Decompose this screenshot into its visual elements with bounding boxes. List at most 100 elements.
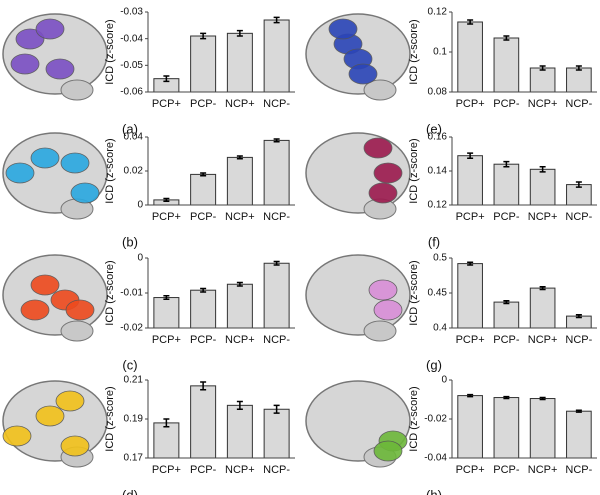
bar: [457, 21, 483, 93]
bar: [566, 67, 592, 93]
bar: [529, 398, 556, 459]
y-tick-label: -0.04: [120, 33, 143, 44]
y-tick-label: 0.21: [124, 375, 144, 386]
brain-region: [368, 182, 398, 204]
panel-label: (f): [428, 234, 440, 249]
x-tick-label: NCP+: [528, 464, 558, 476]
bar: [457, 395, 483, 459]
bar: [263, 408, 290, 459]
error-bar: [575, 313, 582, 319]
x-tick-label: NCP-: [565, 98, 592, 110]
error-bar: [273, 138, 280, 143]
y-axis-label: ICD (z-score): [408, 19, 420, 84]
brain-region: [20, 299, 50, 321]
bar: [226, 404, 253, 459]
error-bar: [273, 260, 280, 266]
error-bar: [575, 65, 582, 71]
error-bar: [539, 285, 546, 291]
bar: [153, 297, 180, 329]
y-tick-label: 0: [137, 200, 143, 211]
brain-region: [45, 58, 75, 80]
x-tick-label: NCP-: [263, 334, 290, 346]
error-bar: [236, 155, 243, 160]
brain-stem: [363, 79, 397, 101]
brain-region: [15, 28, 45, 50]
error-bar: [575, 181, 582, 188]
panel-label: (a): [122, 121, 138, 136]
brain-region: [5, 162, 35, 184]
x-tick-label: PCP+: [152, 464, 181, 476]
x-tick-label: NCP-: [565, 211, 592, 223]
x-tick-label: NCP+: [225, 464, 255, 476]
error-bar: [575, 409, 582, 413]
bar: [493, 301, 520, 329]
x-tick-label: PCP-: [493, 211, 520, 223]
brain-region: [348, 63, 378, 85]
x-tick-label: PCP-: [493, 98, 520, 110]
y-axis-label: ICD (z-score): [104, 19, 116, 84]
error-bar: [200, 381, 207, 391]
error-bar: [200, 287, 207, 293]
brain-region: [373, 299, 403, 321]
x-tick-label: NCP-: [565, 334, 592, 346]
bar: [226, 283, 253, 329]
panel-label: (d): [122, 487, 138, 495]
error-bar: [163, 75, 170, 83]
error-bar: [467, 152, 474, 159]
y-tick-label: 0.12: [428, 7, 448, 18]
y-axis-label: ICD (z-score): [408, 260, 420, 325]
panel-label: (b): [122, 234, 138, 249]
bar: [190, 385, 217, 459]
bar: [457, 155, 483, 206]
x-tick-label: PCP+: [152, 334, 181, 346]
error-bar: [273, 16, 280, 24]
bar: [529, 287, 556, 329]
brain-region: [373, 162, 403, 184]
x-tick-label: PCP-: [190, 464, 217, 476]
error-bar: [539, 166, 546, 173]
error-bar: [539, 396, 546, 401]
brain-region: [368, 279, 398, 301]
bar: [263, 139, 290, 206]
bar: [529, 168, 556, 206]
x-tick-label: PCP+: [152, 211, 181, 223]
x-tick-label: PCP+: [456, 98, 485, 110]
bar: [493, 163, 520, 206]
y-axis-label: ICD (z-score): [408, 386, 420, 451]
x-tick-label: NCP-: [263, 464, 290, 476]
panel-label: (h): [426, 487, 442, 495]
y-tick-label: 0.17: [124, 453, 144, 464]
brain-region: [2, 425, 32, 447]
error-bar: [200, 172, 207, 177]
bar: [226, 156, 253, 206]
y-tick-label: -0.06: [120, 87, 143, 98]
y-tick-label: 0.45: [428, 288, 448, 299]
y-tick-label: 0.04: [124, 132, 144, 143]
bar: [263, 19, 290, 93]
error-bar: [467, 19, 474, 25]
y-tick-label: 0: [441, 375, 447, 386]
x-tick-label: NCP-: [263, 211, 290, 223]
bar: [190, 173, 217, 206]
x-tick-label: PCP+: [456, 464, 485, 476]
brain-region: [373, 440, 403, 462]
y-tick-label: 0.02: [124, 166, 144, 177]
x-tick-label: PCP-: [190, 334, 217, 346]
brain-region: [55, 390, 85, 412]
error-bar: [467, 261, 474, 266]
y-tick-label: -0.04: [424, 453, 447, 464]
y-tick-label: 0.12: [428, 200, 448, 211]
y-tick-label: 0.14: [428, 166, 448, 177]
error-bar: [503, 35, 510, 41]
bar: [226, 32, 253, 93]
bar: [493, 37, 520, 93]
y-tick-label: -0.03: [120, 7, 143, 18]
y-tick-label: -0.01: [120, 288, 143, 299]
y-axis-label: ICD (z-score): [104, 386, 116, 451]
y-tick-label: 0.5: [433, 253, 447, 264]
brain-region: [30, 274, 60, 296]
x-tick-label: PCP+: [456, 334, 485, 346]
error-bar: [467, 393, 474, 398]
x-tick-label: NCP+: [528, 98, 558, 110]
